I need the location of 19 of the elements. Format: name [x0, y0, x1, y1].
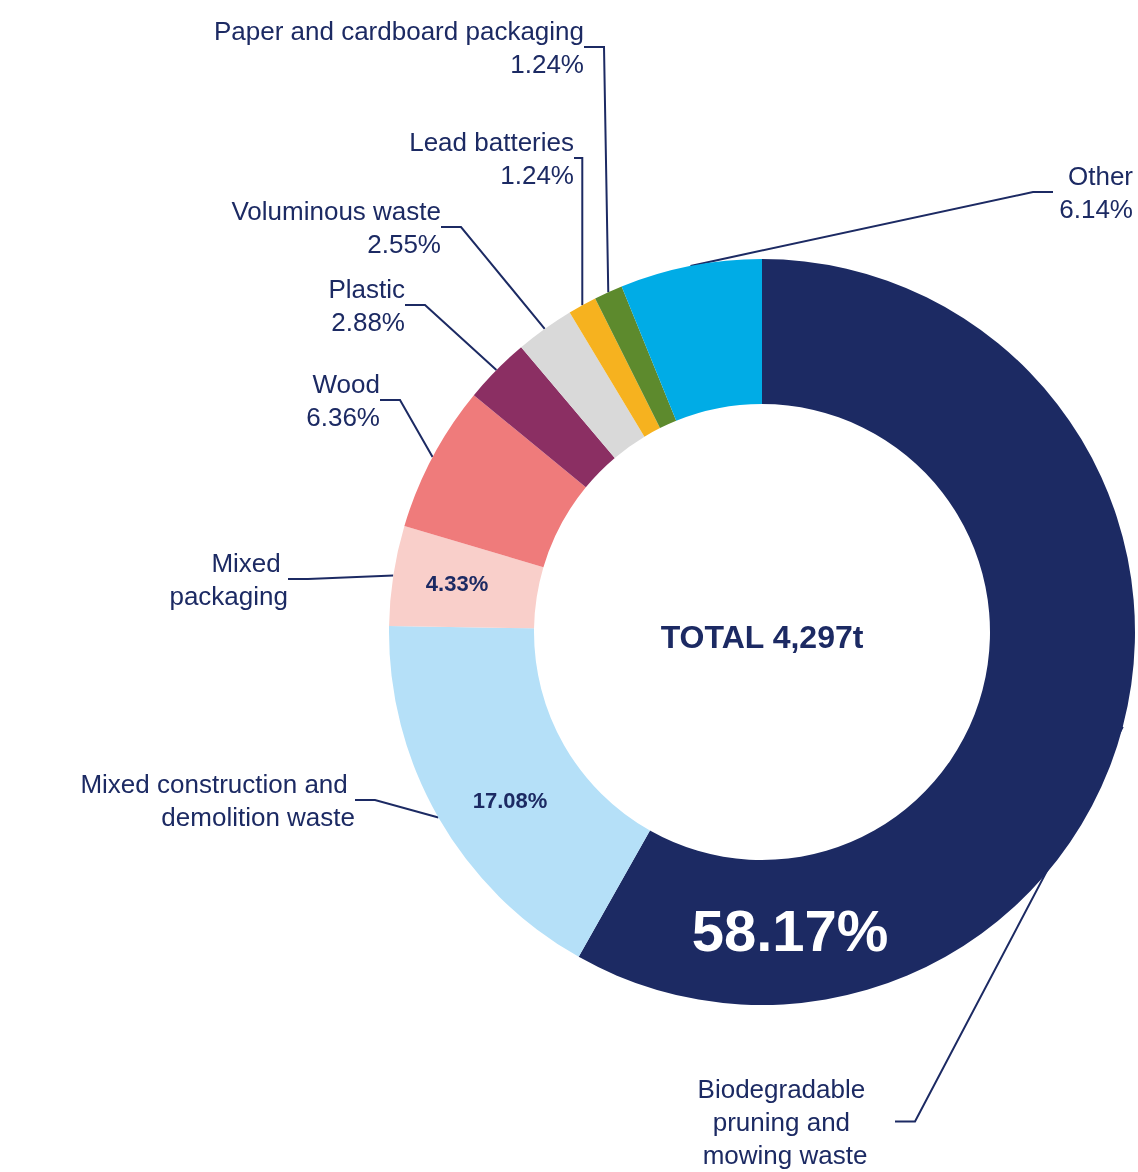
slice-label: Voluminous waste: [231, 195, 441, 226]
data-label: 1.24%: [510, 48, 584, 79]
slice-label: Mixed packaging: [169, 547, 288, 611]
text: TOTAL 4,297t: [660, 619, 864, 655]
data-label: 4.33%: [425, 570, 489, 596]
data-label: 6.36%: [306, 401, 380, 432]
slice-label: Biodegradable pruning and mowing waste: [697, 1073, 873, 1170]
data-label: 6.14%: [1059, 193, 1133, 224]
slice-label: Wood: [312, 368, 380, 399]
slice-label: Plastic: [328, 273, 405, 304]
data-label: 58.17%: [691, 897, 889, 963]
data-label: 2.55%: [367, 228, 441, 259]
data-label: 1.24%: [500, 159, 574, 190]
data-label: 2.88%: [331, 306, 405, 337]
slice-label: Mixed construction and demolition waste: [80, 768, 355, 832]
slice-label: Lead batteries: [409, 126, 574, 157]
slice-label: Paper and cardboard packaging: [213, 15, 584, 46]
data-label: 17.08%: [472, 787, 548, 813]
slice-label: Other: [1067, 160, 1134, 191]
